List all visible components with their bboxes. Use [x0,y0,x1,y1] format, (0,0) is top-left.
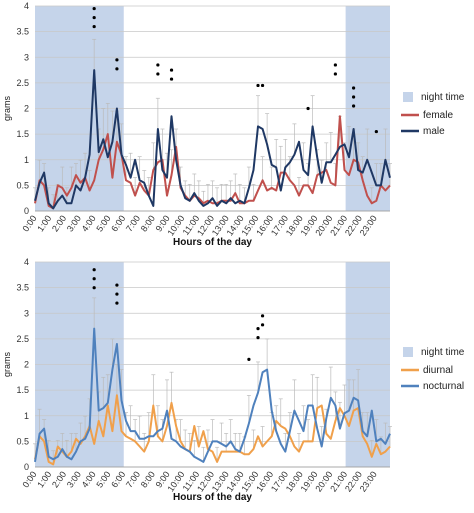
significance-mark [115,301,119,305]
significance-mark [92,286,96,290]
series-line-diurnal [34,394,391,466]
significance-mark [92,277,96,281]
y-tick-label: 3.5 [16,283,29,293]
x-tick-label: 0:00 [20,213,38,233]
significance-mark [260,323,265,327]
chart-panel-1: 0 0.5 1 1.5 2 2.5 3 3.5 4 0:001:002:003:004:005:0… [2,1,465,248]
legend-swatch-night-time [403,347,413,357]
y-tick-label: 3 [24,52,29,62]
significance-mark [169,77,174,81]
significance-mark [374,129,378,134]
x-tick-label: 7:00 [124,213,142,233]
y-tick-label: 4 [24,1,29,11]
significance-mark [115,58,119,62]
y-tick-label: 3 [24,308,29,318]
legend-label-female: female [423,110,453,121]
significance-mark [92,6,96,11]
x-tick-label: 8:00 [139,213,157,233]
significance-mark [260,314,265,318]
significance-mark [333,63,337,67]
y-tick-label: 2 [24,104,29,114]
y-axis-title: grams [2,96,12,122]
x-tick-label: 7:00 [124,469,142,489]
y-tick-label: 3.5 [16,27,29,37]
y-tick-label: 1 [24,155,29,165]
y-tick-label: 1.5 [16,129,29,139]
x-tick-label: 0:00 [20,469,38,489]
x-tick-label: 5:00 [94,469,112,489]
significance-mark [351,104,356,108]
y-tick-label: 1 [24,411,29,421]
significance-mark [92,268,96,272]
significance-mark [156,72,160,76]
significance-mark [115,283,119,287]
legend-label-diurnal: diurnal [423,365,453,376]
x-tick-label: 2:00 [50,213,68,233]
significance-mark [351,95,356,99]
x-axis-title: Hours of the day [173,492,252,503]
significance-mark [247,357,251,361]
x-tick-label: 1:00 [35,213,53,233]
x-tick-label: 8:00 [139,469,157,489]
y-tick-label: 0.5 [16,180,29,190]
significance-mark [256,327,260,331]
y-tick-label: 0 [24,206,29,216]
legend-label-nocturnal: nocturnal [423,381,464,392]
x-tick-label: 3:00 [65,469,83,489]
series-line-nocturnal [34,327,391,463]
x-tick-label: 1:00 [35,469,53,489]
legend-swatch-night-time [403,92,413,102]
y-tick-label: 0.5 [16,436,29,446]
x-tick-label: 2:00 [50,469,68,489]
x-tick-label: 3:00 [65,213,83,233]
significance-mark [306,106,310,111]
y-axis-title: grams [2,352,12,378]
significance-mark [351,86,356,90]
y-tick-label: 1.5 [16,385,29,395]
significance-mark [333,72,337,76]
significance-mark [256,83,260,88]
y-tick-label: 2 [24,360,29,370]
x-axis-title: Hours of the day [173,237,252,248]
significance-mark [115,67,119,71]
significance-mark [92,24,96,29]
legend-label-male: male [423,126,445,137]
significance-mark [115,292,119,296]
y-tick-label: 2.5 [16,78,29,88]
significance-mark [169,68,174,72]
chart-panel-2: 0 0.5 1 1.5 2 2.5 3 3.5 4 0:001:002:003:004:005:0… [2,257,465,503]
x-tick-label: 4:00 [80,469,98,489]
x-tick-label: 4:00 [80,213,98,233]
y-tick-label: 0 [24,462,29,472]
x-tick-label: 6:00 [109,213,127,233]
y-tick-label: 2.5 [16,334,29,344]
series-line-female [34,115,391,210]
x-tick-label: 6:00 [109,469,127,489]
significance-mark [256,336,260,340]
legend-label-night-time: night time [421,92,465,103]
significance-mark [260,83,265,88]
series-line-male [34,69,391,210]
x-tick-label: 5:00 [94,213,112,233]
significance-mark [156,63,160,67]
significance-mark [92,15,96,20]
y-tick-label: 4 [24,257,29,267]
legend-label-night-time: night time [421,347,465,358]
